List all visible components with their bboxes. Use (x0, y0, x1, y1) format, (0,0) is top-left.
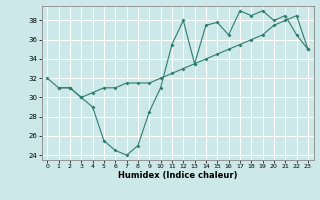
X-axis label: Humidex (Indice chaleur): Humidex (Indice chaleur) (118, 171, 237, 180)
